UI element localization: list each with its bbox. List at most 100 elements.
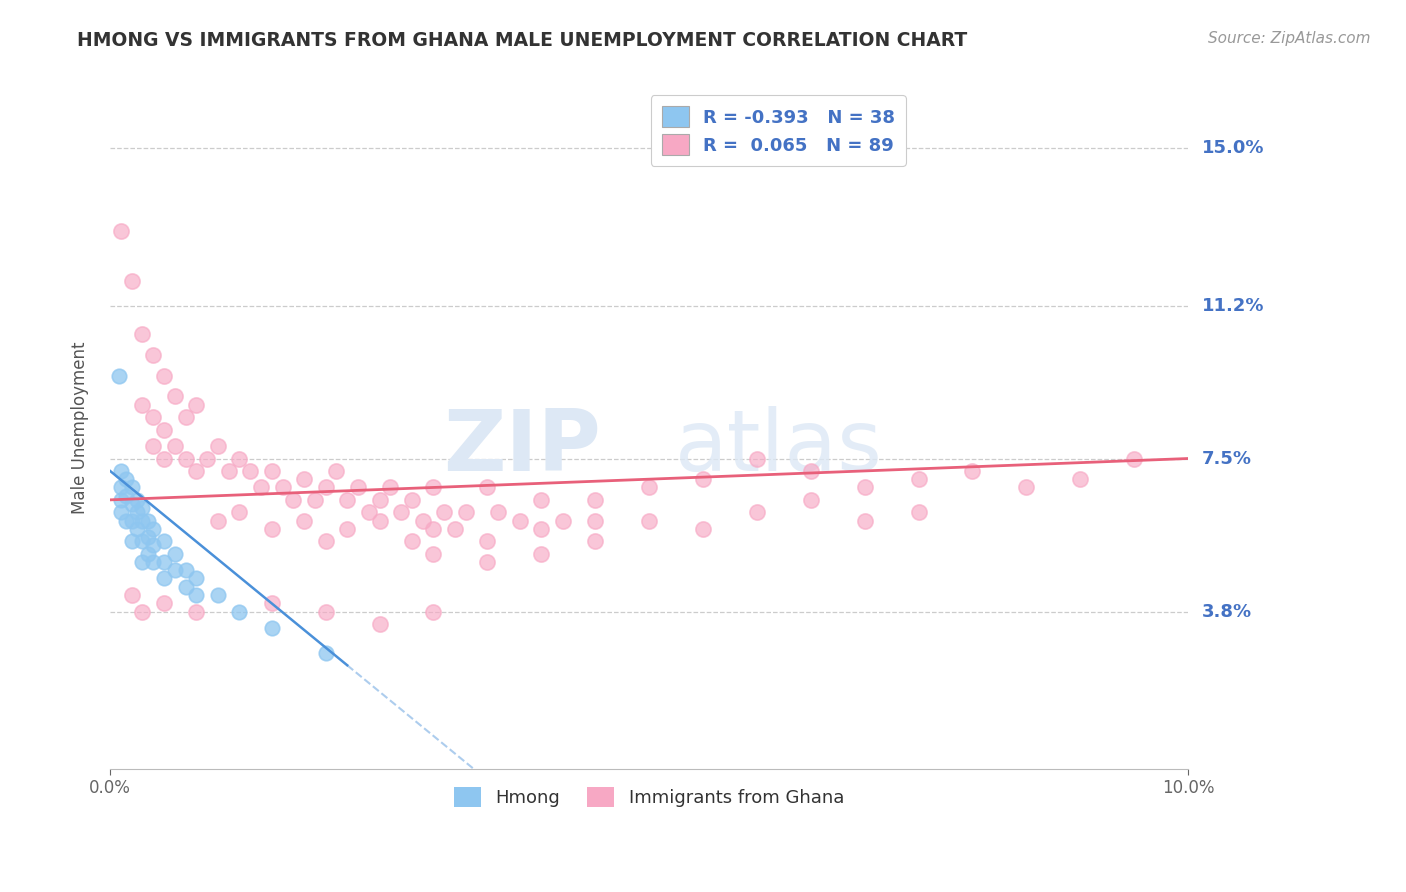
Point xyxy=(125,505,148,519)
Point xyxy=(347,480,370,494)
Point xyxy=(336,522,359,536)
Point xyxy=(907,472,929,486)
Point xyxy=(315,480,337,494)
Point xyxy=(153,451,176,466)
Text: 7.5%: 7.5% xyxy=(1202,450,1251,467)
Point xyxy=(142,348,165,362)
Point xyxy=(174,410,197,425)
Point xyxy=(292,472,315,486)
Point xyxy=(745,505,768,519)
Point xyxy=(336,492,359,507)
Point xyxy=(692,522,714,536)
Point xyxy=(260,596,283,610)
Text: ZIP: ZIP xyxy=(443,407,600,490)
Point xyxy=(315,534,337,549)
Point xyxy=(174,563,197,577)
Point xyxy=(136,514,159,528)
Point xyxy=(260,522,283,536)
Point xyxy=(110,505,132,519)
Point xyxy=(121,588,143,602)
Point xyxy=(583,534,606,549)
Point xyxy=(412,514,434,528)
Point xyxy=(136,530,159,544)
Point xyxy=(136,547,159,561)
Point xyxy=(125,492,148,507)
Point xyxy=(1069,472,1091,486)
Point xyxy=(142,439,165,453)
Point xyxy=(422,480,444,494)
Point xyxy=(853,480,876,494)
Point xyxy=(433,505,456,519)
Point xyxy=(163,563,186,577)
Point xyxy=(186,571,208,585)
Point xyxy=(142,538,165,552)
Text: 3.8%: 3.8% xyxy=(1202,602,1253,621)
Point xyxy=(292,514,315,528)
Point xyxy=(551,514,574,528)
Point xyxy=(477,555,499,569)
Point xyxy=(477,480,499,494)
Y-axis label: Male Unemployment: Male Unemployment xyxy=(72,342,89,514)
Point xyxy=(422,605,444,619)
Point xyxy=(153,571,176,585)
Point xyxy=(315,646,337,660)
Point xyxy=(368,514,391,528)
Point xyxy=(530,492,553,507)
Point xyxy=(207,588,229,602)
Point xyxy=(260,621,283,635)
Point xyxy=(368,616,391,631)
Text: 11.2%: 11.2% xyxy=(1202,296,1264,315)
Point xyxy=(962,464,984,478)
Point xyxy=(389,505,412,519)
Point xyxy=(121,514,143,528)
Point xyxy=(131,555,153,569)
Point xyxy=(121,534,143,549)
Point xyxy=(368,492,391,507)
Point xyxy=(218,464,240,478)
Point xyxy=(401,492,423,507)
Point xyxy=(107,368,129,383)
Point xyxy=(486,505,509,519)
Point xyxy=(239,464,262,478)
Point xyxy=(380,480,402,494)
Point xyxy=(1123,451,1146,466)
Point xyxy=(142,522,165,536)
Point xyxy=(260,464,283,478)
Point xyxy=(692,472,714,486)
Point xyxy=(530,522,553,536)
Point xyxy=(800,464,823,478)
Point xyxy=(121,274,143,288)
Point xyxy=(271,480,294,494)
Point xyxy=(174,451,197,466)
Point xyxy=(153,368,176,383)
Point xyxy=(186,464,208,478)
Point xyxy=(638,514,661,528)
Point xyxy=(401,534,423,549)
Point xyxy=(110,464,132,478)
Point xyxy=(228,605,250,619)
Point xyxy=(121,480,143,494)
Point xyxy=(800,492,823,507)
Point xyxy=(745,451,768,466)
Point xyxy=(422,522,444,536)
Point xyxy=(283,492,305,507)
Point xyxy=(228,451,250,466)
Text: 15.0%: 15.0% xyxy=(1202,139,1264,157)
Point xyxy=(121,497,143,511)
Point xyxy=(131,534,153,549)
Point xyxy=(444,522,467,536)
Point xyxy=(153,534,176,549)
Point xyxy=(907,505,929,519)
Point xyxy=(131,514,153,528)
Point xyxy=(228,505,250,519)
Point xyxy=(186,605,208,619)
Point xyxy=(477,534,499,549)
Legend: Hmong, Immigrants from Ghana: Hmong, Immigrants from Ghana xyxy=(447,780,852,814)
Point xyxy=(530,547,553,561)
Point xyxy=(153,555,176,569)
Point xyxy=(422,547,444,561)
Point xyxy=(110,492,132,507)
Point xyxy=(163,547,186,561)
Point xyxy=(131,605,153,619)
Point xyxy=(583,514,606,528)
